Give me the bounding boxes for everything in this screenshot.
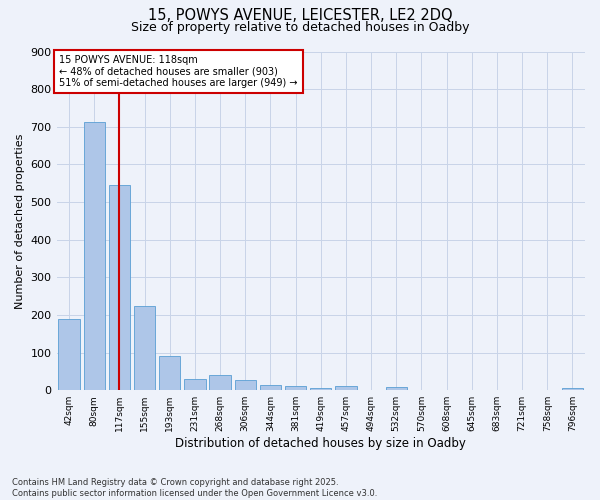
Bar — [335, 386, 356, 390]
Text: Contains HM Land Registry data © Crown copyright and database right 2025.
Contai: Contains HM Land Registry data © Crown c… — [12, 478, 377, 498]
Bar — [310, 388, 331, 390]
Bar — [184, 379, 206, 390]
Bar — [235, 380, 256, 390]
Bar — [58, 318, 80, 390]
Bar — [134, 306, 155, 390]
Bar — [386, 387, 407, 390]
Bar — [260, 384, 281, 390]
Bar — [285, 386, 307, 390]
Bar — [562, 388, 583, 390]
Bar — [109, 185, 130, 390]
Bar — [83, 122, 105, 390]
Text: 15 POWYS AVENUE: 118sqm
← 48% of detached houses are smaller (903)
51% of semi-d: 15 POWYS AVENUE: 118sqm ← 48% of detache… — [59, 55, 298, 88]
X-axis label: Distribution of detached houses by size in Oadby: Distribution of detached houses by size … — [175, 437, 466, 450]
Text: Size of property relative to detached houses in Oadby: Size of property relative to detached ho… — [131, 21, 469, 34]
Bar — [159, 356, 181, 390]
Bar — [209, 375, 231, 390]
Y-axis label: Number of detached properties: Number of detached properties — [15, 133, 25, 308]
Text: 15, POWYS AVENUE, LEICESTER, LE2 2DQ: 15, POWYS AVENUE, LEICESTER, LE2 2DQ — [148, 8, 452, 22]
